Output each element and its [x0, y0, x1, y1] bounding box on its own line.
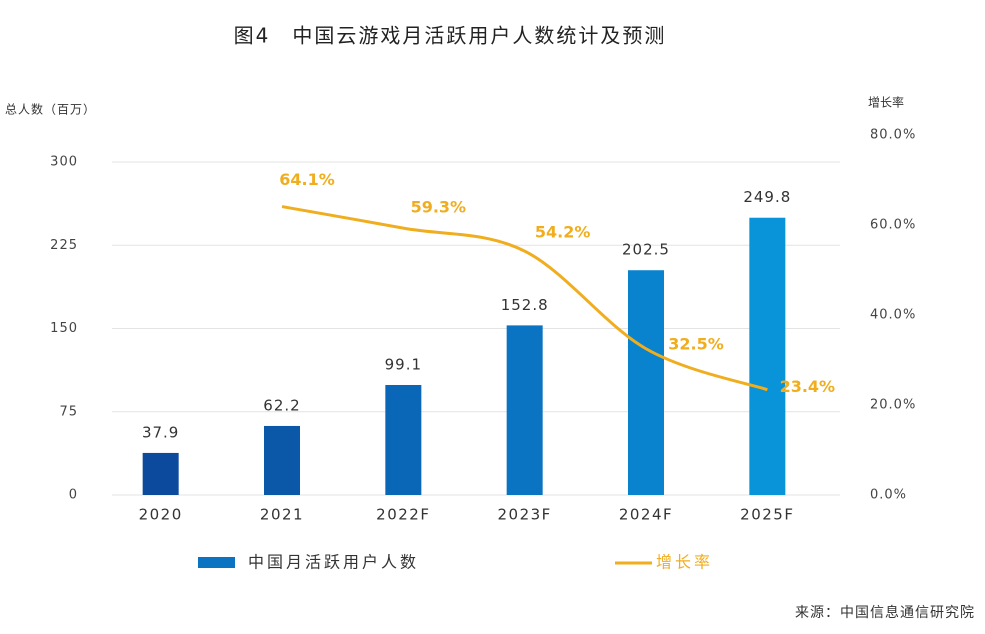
y-axis-label: 总人数（百万） [5, 102, 96, 117]
line-value-label: 64.1% [279, 170, 335, 189]
legend-label: 中国月活跃用户人数 [248, 553, 419, 572]
x-tick-label: 2024F [619, 506, 673, 524]
chart-title: 图4 中国云游戏月活跃用户人数统计及预测 [234, 24, 667, 48]
legend-swatch-bar [198, 557, 235, 568]
y-tick-label: 150 [50, 321, 78, 336]
bar-value-label: 249.8 [743, 188, 791, 206]
line-value-label: 54.2% [535, 223, 591, 242]
line-value-label: 32.5% [668, 334, 724, 353]
y2-tick-label: 80.0% [870, 128, 916, 143]
line-value-label: 59.3% [411, 198, 467, 217]
x-tick-label: 2020 [139, 506, 183, 524]
line-value-label: 23.4% [780, 377, 836, 396]
bar-value-label: 152.8 [501, 296, 549, 314]
bar-value-label: 202.5 [622, 241, 670, 259]
y2-tick-label: 0.0% [870, 488, 907, 503]
bar [506, 325, 543, 495]
x-tick-label: 2025F [740, 506, 794, 524]
x-tick-label: 2021 [260, 506, 304, 524]
y-tick-label: 0 [69, 488, 78, 503]
bar [749, 217, 786, 496]
y-tick-label: 75 [59, 404, 78, 419]
y2-tick-label: 20.0% [870, 398, 916, 413]
bar [142, 452, 179, 495]
legend-label: 增长率 [656, 553, 713, 572]
bar-value-label: 99.1 [385, 355, 422, 373]
y2-axis-label: 增长率 [868, 95, 904, 110]
bar [628, 270, 664, 495]
growth-line [281, 205, 768, 392]
x-tick-label: 2023F [498, 506, 552, 524]
y2-tick-label: 60.0% [870, 218, 916, 233]
y-tick-label: 300 [50, 155, 78, 170]
bar-value-label: 62.2 [263, 396, 300, 414]
bar-value-label: 37.9 [142, 423, 179, 441]
y-tick-label: 225 [50, 238, 78, 253]
source: 来源：中国信息通信研究院 [795, 604, 975, 621]
bar [264, 425, 300, 495]
y2-tick-label: 40.0% [870, 308, 916, 323]
bar [385, 384, 422, 495]
x-tick-label: 2022F [376, 506, 430, 524]
